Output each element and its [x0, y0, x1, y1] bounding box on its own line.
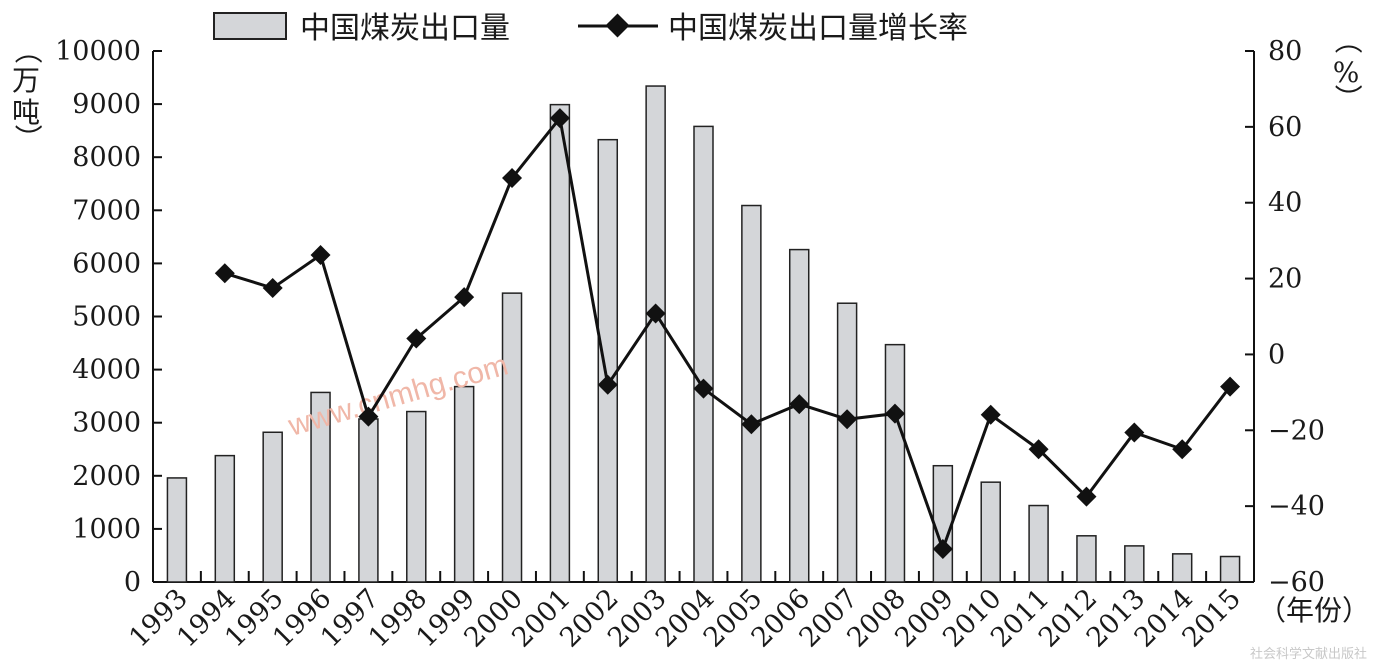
bar-2014 [1171, 553, 1193, 583]
growth-marker-2010 [980, 404, 1001, 425]
growth-marker-2006 [789, 394, 810, 415]
growth-marker-2000 [502, 168, 523, 189]
left-unit-char: 吨 [12, 96, 40, 129]
bar-1999 [453, 385, 475, 583]
right-tick-label: 60 [1268, 112, 1302, 143]
left-tick-label: 10000 [55, 36, 141, 67]
growth-marker-2015 [1220, 376, 1241, 397]
legend: 中国煤炭出口量 中国煤炭出口量增长率 [213, 11, 968, 46]
x-tick-labels: 1993199419951996199719981999200020012002… [123, 583, 1247, 654]
bar-2006 [788, 248, 810, 583]
bar-2005 [741, 204, 762, 583]
bar-2002 [597, 138, 619, 583]
legend-line-marker [605, 13, 630, 38]
left-tick-label: 9000 [72, 89, 141, 120]
bar-1997 [358, 418, 379, 583]
growth-marker-1996 [310, 245, 331, 266]
left-tick-label: 0 [124, 567, 141, 598]
bar-2000 [501, 292, 523, 583]
right-unit-char: ） [1331, 84, 1364, 112]
left-tick-label: 6000 [72, 248, 141, 279]
right-tick-label: 0 [1268, 339, 1285, 370]
left-tick-label: 4000 [72, 355, 141, 386]
growth-marker-2007 [837, 409, 858, 430]
right-tick-label: 80 [1268, 36, 1302, 67]
right-unit-label: （ % ） [1331, 26, 1364, 112]
legend-bar-swatch [213, 12, 287, 40]
left-unit-char: （ [11, 36, 44, 64]
left-tick-label: 8000 [72, 142, 141, 173]
left-tick-label: 7000 [72, 195, 141, 226]
bar-2010 [980, 481, 1001, 583]
growth-marker-2013 [1124, 422, 1145, 443]
growth-marker-1994 [214, 263, 235, 284]
bar-2009 [932, 464, 954, 583]
right-tick-label: 40 [1268, 188, 1302, 219]
left-tick-label: 1000 [72, 514, 141, 545]
growth-marker-2005 [741, 414, 762, 435]
growth-marker-1997 [358, 406, 379, 427]
growth-marker-2008 [884, 403, 905, 424]
bar-2003 [645, 85, 666, 583]
bar-2015 [1219, 555, 1241, 583]
legend-bar-label: 中国煤炭出口量 [300, 11, 510, 46]
left-tick-label: 5000 [72, 302, 141, 333]
bar-2004 [693, 125, 714, 583]
bar-1993 [166, 477, 188, 583]
growth-marker-2004 [693, 378, 714, 399]
growth-marker-2012 [1076, 486, 1097, 507]
left-tick-label: 2000 [72, 461, 141, 492]
right-unit-char: % [1333, 56, 1360, 89]
growth-marker-2003 [645, 303, 666, 324]
growth-marker-2014 [1172, 439, 1193, 460]
growth-line-series [214, 108, 1241, 560]
right-tick-label: −40 [1268, 491, 1325, 522]
bar-1996 [310, 391, 331, 583]
bar-1998 [406, 410, 427, 583]
left-unit-label: （ 万 吨 ） [11, 36, 44, 152]
left-unit-char: 万 [12, 64, 40, 97]
growth-marker-1999 [454, 287, 475, 308]
growth-marker-2009 [932, 539, 953, 560]
bars [166, 85, 1241, 583]
bar-1994 [214, 454, 236, 583]
right-tick-label: −20 [1268, 415, 1325, 446]
bar-2008 [884, 343, 906, 583]
growth-marker-1998 [406, 328, 427, 349]
axes: 0 1000 2000 3000 4000 5000 6000 7000 8000 9000 100… [55, 36, 1325, 598]
bar-2013 [1124, 545, 1145, 583]
left-unit-char: ） [11, 124, 44, 152]
x-unit-label: （年份） [1258, 594, 1370, 627]
bar-2012 [1076, 535, 1097, 583]
left-tick-label: 3000 [72, 408, 141, 439]
right-tick-label: −60 [1268, 567, 1325, 598]
legend-line-label: 中国煤炭出口量增长率 [668, 11, 968, 46]
growth-marker-2002 [597, 374, 618, 395]
bar-2001 [549, 103, 571, 583]
bar-1995 [262, 431, 283, 583]
right-tick-label: 20 [1268, 264, 1302, 295]
growth-marker-1995 [262, 278, 283, 299]
bar-2011 [1028, 504, 1049, 583]
bar-2007 [836, 302, 858, 583]
right-unit-char: （ [1331, 26, 1364, 54]
growth-marker-2011 [1028, 439, 1049, 460]
growth-marker-2001 [549, 108, 570, 129]
growth-line [224, 116, 1232, 551]
credit-text: 社会科学文献出版社 [1250, 646, 1367, 662]
